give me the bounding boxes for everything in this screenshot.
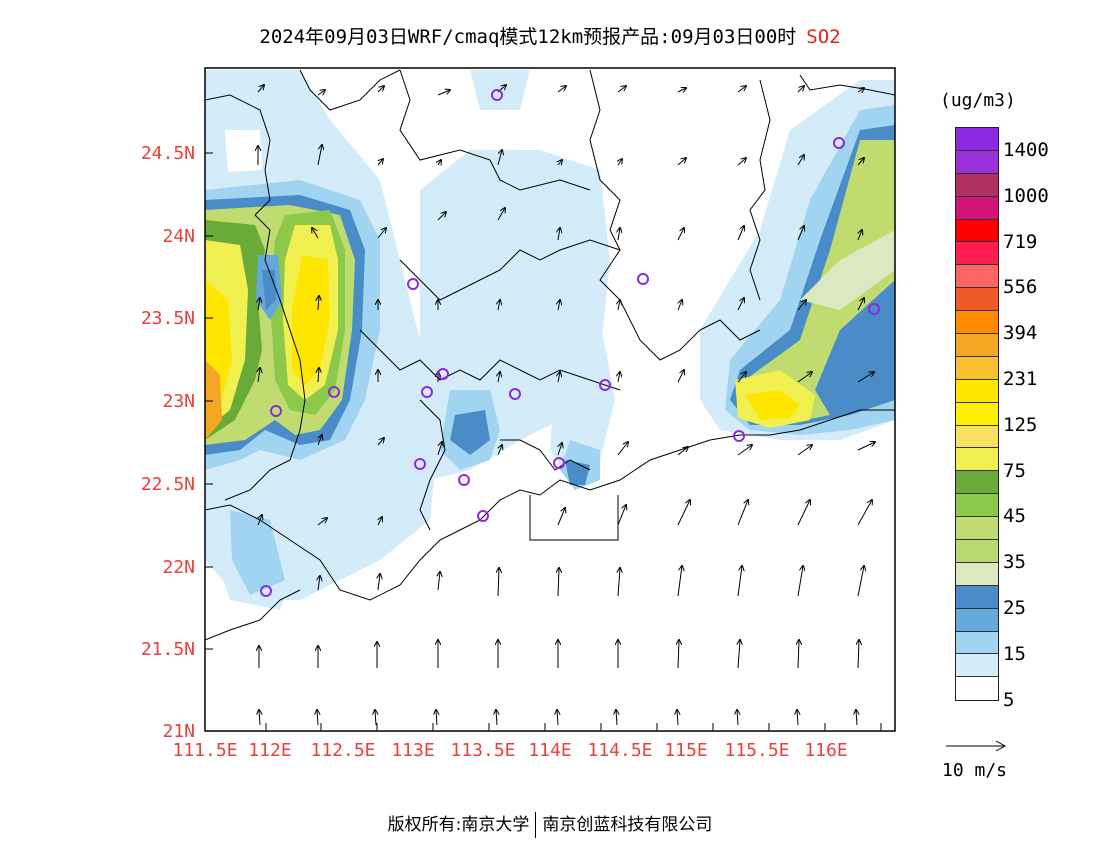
lon-label: 115E	[664, 740, 707, 761]
wind-vectors	[258, 85, 875, 726]
lon-label: 111.5E	[172, 740, 237, 761]
legend-swatch	[956, 150, 998, 174]
legend-swatch	[956, 265, 998, 289]
legend-swatch	[956, 219, 998, 243]
wind-reference-label: 10 m/s	[942, 760, 1008, 781]
lat-label: 22.5N	[141, 474, 195, 495]
lat-label: 24.5N	[141, 143, 195, 164]
legend-label: 394	[1003, 322, 1038, 345]
color-legend	[955, 127, 999, 702]
legend-swatch	[956, 334, 998, 357]
legend-label: 231	[1003, 367, 1038, 390]
boundary-lines	[205, 69, 895, 641]
legend-label: 556	[1003, 276, 1038, 299]
legend-label: 15	[1003, 642, 1026, 665]
legend-label: 35	[1003, 551, 1026, 574]
lon-label: 114.5E	[587, 740, 652, 761]
legend-swatch	[956, 311, 998, 335]
legend-label: 45	[1003, 505, 1026, 528]
footer-divider	[535, 812, 537, 838]
pollutant-label: SO2	[806, 26, 841, 48]
legend-label: 125	[1003, 413, 1038, 436]
lon-label: 112.5E	[310, 740, 375, 761]
legend-swatch	[956, 517, 998, 541]
legend-swatch	[956, 402, 998, 426]
legend-swatch	[956, 128, 998, 151]
lon-label: 116E	[804, 740, 847, 761]
legend-swatch	[956, 448, 998, 472]
legend-label: 1400	[1003, 138, 1049, 161]
lon-label: 113E	[391, 740, 434, 761]
lon-label: 113.5E	[450, 740, 515, 761]
lat-label: 24N	[162, 226, 195, 247]
legend-swatch	[956, 494, 998, 518]
legend-label: 25	[1003, 596, 1026, 619]
lat-label: 21.5N	[141, 639, 195, 660]
legend-swatch	[956, 356, 998, 380]
wind-reference-arrow	[946, 740, 1007, 752]
concentration-field	[205, 68, 895, 731]
legend-label: 1000	[1003, 184, 1049, 207]
legend-swatch	[956, 631, 998, 655]
map-frame	[204, 67, 896, 732]
lat-label: 21N	[162, 721, 195, 742]
legend-swatch	[956, 471, 998, 495]
legend-label: 5	[1003, 688, 1015, 711]
title-text: 2024年09月03日WRF/cmaq模式12km预报产品:09月03日00时	[259, 26, 797, 48]
legend-swatch	[956, 173, 998, 197]
legend-swatch	[956, 585, 998, 609]
lat-label: 23.5N	[141, 308, 195, 329]
legend-swatch	[956, 196, 998, 220]
lat-label: 23N	[162, 391, 195, 412]
legend-unit: (ug/m3)	[940, 90, 1016, 111]
lat-label: 22N	[162, 557, 195, 578]
monitoring-sites	[260, 89, 880, 597]
lon-label: 114E	[528, 740, 571, 761]
legend-swatch	[956, 288, 998, 312]
legend-swatch	[956, 654, 998, 678]
legend-swatch	[956, 540, 998, 563]
legend-swatch	[956, 242, 998, 266]
legend-swatch	[956, 562, 998, 586]
legend-swatch	[956, 379, 998, 403]
copyright-footer: 版权所有:南京大学 南京创蓝科技有限公司	[0, 810, 1100, 838]
legend-swatch	[956, 677, 998, 701]
copyright-owner: 版权所有:南京大学	[387, 815, 530, 835]
lon-label: 115.5E	[724, 740, 789, 761]
legend-swatch	[956, 425, 998, 449]
copyright-company: 南京创蓝科技有限公司	[542, 815, 713, 835]
legend-swatch	[956, 608, 998, 632]
legend-label: 719	[1003, 230, 1038, 253]
legend-label: 75	[1003, 459, 1026, 482]
axis-ticks	[205, 152, 882, 731]
chart-title: 2024年09月03日WRF/cmaq模式12km预报产品:09月03日00时 S…	[0, 22, 1100, 49]
lon-label: 112E	[248, 740, 291, 761]
